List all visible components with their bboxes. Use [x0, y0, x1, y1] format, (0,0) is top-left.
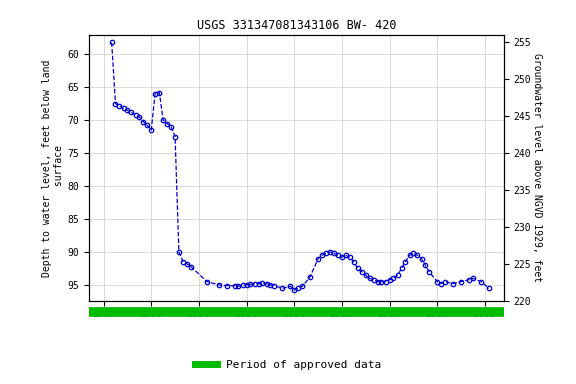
Title: USGS 331347081343106 BW- 420: USGS 331347081343106 BW- 420 [197, 19, 396, 32]
Y-axis label: Depth to water level, feet below land
 surface: Depth to water level, feet below land su… [42, 59, 63, 277]
Legend: Period of approved data: Period of approved data [191, 356, 385, 375]
Y-axis label: Groundwater level above NGVD 1929, feet: Groundwater level above NGVD 1929, feet [532, 53, 543, 283]
